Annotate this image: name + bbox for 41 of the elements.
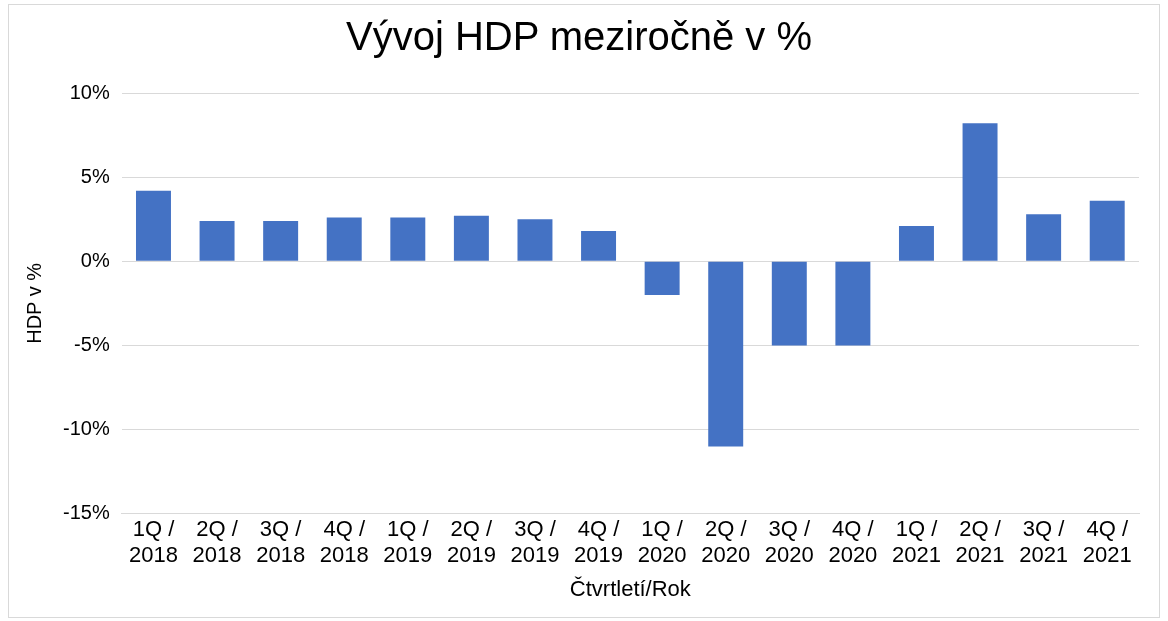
bar — [835, 261, 871, 346]
x-tick-label: 4Q / 2021 — [1082, 516, 1132, 568]
bar — [644, 261, 680, 295]
x-tick-label: 2Q / 2019 — [446, 516, 496, 568]
bar — [517, 219, 553, 261]
bar — [136, 190, 171, 261]
bar — [453, 215, 489, 261]
x-tick-label: 1Q / 2020 — [637, 516, 687, 568]
x-tick-label: 2Q / 2018 — [192, 516, 242, 568]
bar — [390, 217, 426, 261]
y-tick-label: -10% — [62, 417, 110, 440]
y-tick-label: 5% — [80, 164, 110, 187]
x-tick-label: 1Q / 2018 — [129, 516, 178, 568]
x-tick-label: 2Q / 2020 — [701, 516, 751, 568]
x-tick-label: 4Q / 2018 — [319, 516, 369, 568]
x-tick-label: 4Q / 2019 — [574, 516, 624, 568]
x-tick-label: 3Q / 2019 — [510, 516, 560, 568]
bar — [1089, 200, 1125, 261]
y-axis-title: HDP v % — [22, 262, 45, 344]
x-axis-title: Čtvrtletí/Rok — [569, 575, 692, 601]
x-tick-label: 3Q / 2018 — [256, 516, 306, 568]
bar — [962, 123, 998, 261]
bar — [708, 261, 744, 447]
bar — [898, 225, 934, 261]
y-tick-label: 0% — [80, 248, 110, 271]
x-tick-label: 3Q / 2021 — [1019, 516, 1069, 568]
y-tick-label: -5% — [74, 333, 110, 355]
bar — [199, 220, 235, 261]
bar — [1026, 214, 1062, 261]
x-tick-label: 3Q / 2020 — [764, 516, 814, 568]
x-tick-label: 1Q / 2021 — [891, 516, 941, 568]
y-tick-label: -15% — [62, 501, 110, 524]
x-tick-label: 1Q / 2019 — [383, 516, 433, 568]
x-tick-label: 4Q / 2020 — [828, 516, 878, 568]
bar — [326, 217, 362, 261]
bar — [581, 231, 617, 261]
y-tick-label: 10% — [69, 80, 110, 103]
bar — [263, 220, 299, 261]
x-tick-label: 2Q / 2021 — [955, 516, 1005, 568]
chart-title: Vývoj HDP meziročně v % — [345, 14, 813, 59]
bar — [771, 261, 807, 346]
